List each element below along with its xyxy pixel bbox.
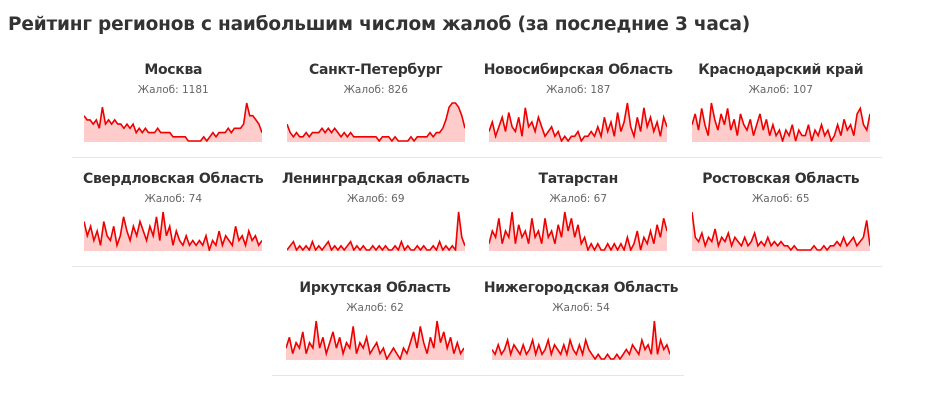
sparkline-area	[492, 321, 670, 360]
region-row: Иркутская Область Жалоб: 62 Нижегородская …	[272, 280, 684, 376]
region-row: Москва Жалоб: 1181 Санкт-Петербург Жалоб: 8…	[72, 62, 882, 158]
complaint-count: Жалоб: 187	[546, 84, 611, 96]
page-title: Рейтинг регионов с наибольшим числом жал…	[8, 14, 751, 35]
complaint-count: Жалоб: 54	[552, 302, 610, 314]
region-card: Ленинградская область Жалоб: 69	[275, 171, 478, 266]
sparkline	[286, 211, 465, 251]
sparkline	[489, 211, 668, 251]
region-name: Москва	[144, 62, 203, 78]
region-card: Санкт-Петербург Жалоб: 826	[275, 62, 478, 157]
region-card: Ростовская Область Жалоб: 65	[680, 171, 883, 266]
complaint-count: Жалоб: 107	[748, 84, 813, 96]
region-card: Краснодарский край Жалоб: 107	[680, 62, 883, 157]
sparkline	[286, 102, 465, 142]
region-card: Свердловская Область Жалоб: 74	[72, 171, 275, 266]
complaint-count: Жалоб: 67	[549, 193, 608, 205]
region-name: Татарстан	[538, 171, 619, 187]
region-card: Нижегородская Область Жалоб: 54	[480, 280, 683, 375]
sparkline-line	[492, 320, 670, 360]
complaint-count: Жалоб: 1181	[137, 84, 209, 96]
region-card: Татарстан Жалоб: 67	[477, 171, 680, 266]
region-card: Новосибирская Область Жалоб: 187	[477, 62, 680, 157]
region-card: Иркутская Область Жалоб: 62	[274, 280, 477, 375]
sparkline-area	[691, 212, 870, 251]
sparkline-area	[286, 321, 464, 360]
complaint-count: Жалоб: 62	[346, 302, 404, 314]
sparkline	[489, 102, 668, 142]
complaint-count: Жалоб: 69	[346, 193, 405, 205]
sparkline-area	[286, 103, 465, 142]
sparkline-line	[489, 211, 668, 251]
region-name: Новосибирская Область	[483, 62, 673, 78]
region-row: Свердловская Область Жалоб: 74 Ленинградск…	[72, 171, 882, 267]
region-name: Ростовская Область	[702, 171, 860, 187]
sparkline	[286, 320, 464, 360]
sparkline-area	[489, 103, 668, 142]
sparkline-area	[84, 103, 263, 142]
sparkline-area	[489, 212, 668, 251]
region-name: Иркутская Область	[299, 280, 451, 296]
region-name: Краснодарский край	[698, 62, 864, 78]
region-card: Москва Жалоб: 1181	[72, 62, 275, 157]
sparkline-line	[84, 211, 263, 251]
sparkline	[691, 211, 870, 251]
region-name: Нижегородская Область	[483, 280, 679, 296]
region-name: Санкт-Петербург	[309, 62, 443, 78]
sparkline-line	[286, 102, 465, 142]
region-name: Ленинградская область	[281, 171, 470, 187]
sparkline-line	[691, 102, 870, 142]
sparkline	[492, 320, 670, 360]
complaint-count: Жалоб: 826	[343, 84, 408, 96]
sparkline-line	[286, 211, 465, 251]
sparkline-line	[84, 102, 263, 142]
sparkline	[84, 102, 263, 142]
complaint-count: Жалоб: 74	[144, 193, 203, 205]
sparkline-line	[489, 102, 668, 142]
sparkline-line	[691, 211, 870, 251]
complaint-count: Жалоб: 65	[751, 193, 810, 205]
sparkline	[691, 102, 870, 142]
region-name: Свердловская Область	[83, 171, 264, 187]
sparkline-line	[286, 320, 464, 360]
sparkline	[84, 211, 263, 251]
